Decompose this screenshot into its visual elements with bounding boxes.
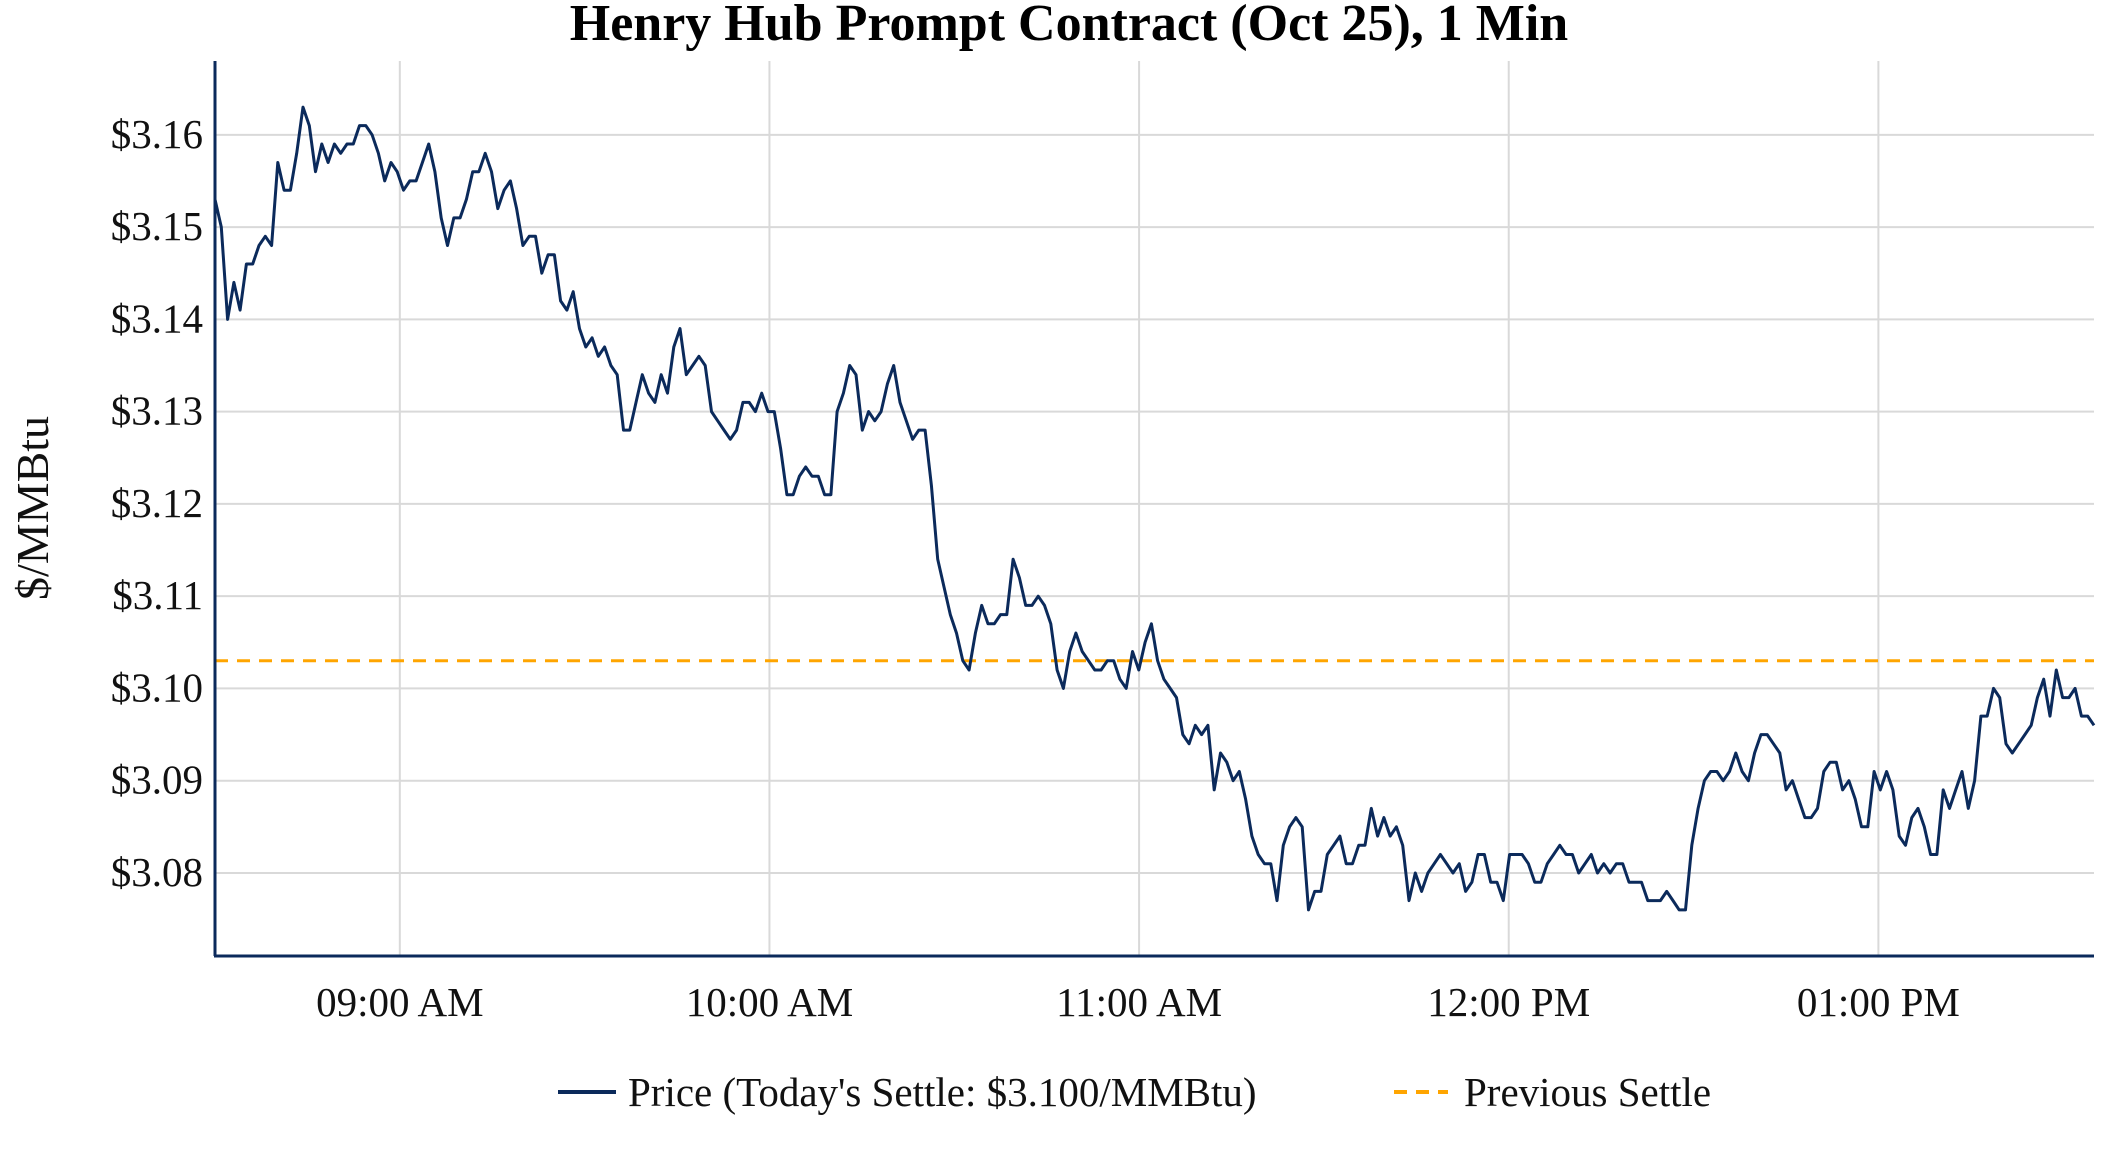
price-series-line — [213, 105, 2096, 912]
chart-title: Henry Hub Prompt Contract (Oct 25), 1 Mi… — [570, 0, 1569, 52]
gridlines — [215, 61, 2094, 956]
x-tick-labels: 09:00 AM 10:00 AM 11:00 AM 12:00 PM 01:00 PM — [316, 979, 1960, 1025]
y-tick-label: $3.11 — [112, 572, 203, 618]
y-tick-label: $3.09 — [111, 757, 203, 803]
legend-previous-settle-label: Previous Settle — [1464, 1069, 1711, 1115]
legend-price-label: Price (Today's Settle: $3.100/MMBtu) — [628, 1069, 1257, 1115]
y-tick-label: $3.10 — [111, 664, 203, 710]
y-tick-label: $3.16 — [111, 111, 203, 157]
x-tick-label: 11:00 AM — [1056, 979, 1222, 1025]
y-axis-label: $/MMBtu — [7, 416, 58, 600]
x-tick-label: 09:00 AM — [316, 979, 483, 1025]
y-tick-label: $3.14 — [111, 295, 203, 341]
y-tick-label: $3.12 — [111, 480, 203, 526]
y-tick-label: $3.15 — [111, 203, 203, 249]
x-tick-label: 01:00 PM — [1797, 979, 1960, 1025]
y-tick-labels: $3.08 $3.09 $3.10 $3.11 $3.12 $3.13 $3.14 $3.15… — [111, 111, 203, 895]
y-tick-label: $3.08 — [111, 849, 203, 895]
legend: Price (Today's Settle: $3.100/MMBtu) Pre… — [558, 1069, 1711, 1115]
y-tick-label: $3.13 — [111, 388, 203, 434]
x-tick-label: 10:00 AM — [686, 979, 853, 1025]
x-tick-label: 12:00 PM — [1427, 979, 1590, 1025]
